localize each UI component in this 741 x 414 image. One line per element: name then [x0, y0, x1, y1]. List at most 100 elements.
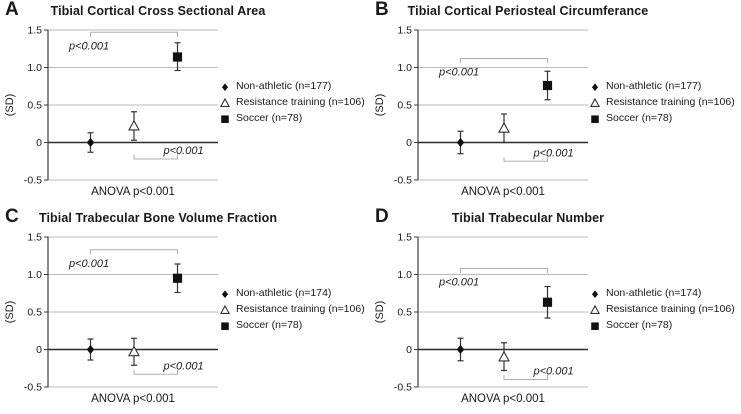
data-point-diamond	[86, 338, 95, 361]
y-tick-label: 0.5	[397, 307, 412, 319]
legend-item: Resistance training (n=106)	[589, 303, 735, 316]
plot-area: 1.5 1.0 0.5 0 -0.5 p<0.001 p<0.001	[24, 232, 218, 394]
triangle-open-marker-icon	[219, 97, 231, 107]
panel-title: Tibial Trabecular Bone Volume Fraction	[38, 211, 278, 225]
triangle-open-icon	[589, 97, 601, 107]
triangle-open-icon	[219, 304, 231, 314]
y-tick-label: 0.5	[27, 307, 42, 319]
data-point-triangle-open	[498, 113, 510, 144]
plot-area: 1.5 1.0 0.5 0 -0.5 p<0.001 p<0.001	[24, 25, 218, 187]
y-tick-label: -0.5	[24, 175, 42, 187]
data-point-square	[542, 285, 553, 319]
y-tick-label: 0.5	[397, 100, 412, 112]
diamond-marker-icon	[221, 82, 229, 91]
y-tick-label: 1.0	[27, 269, 42, 281]
diamond-marker-icon	[591, 82, 599, 91]
square-marker-icon	[542, 297, 553, 307]
significance-bracket	[133, 369, 179, 375]
legend-item: Soccer (n=78)	[219, 319, 365, 332]
data-point-diamond	[456, 130, 465, 155]
significance-bracket	[503, 375, 549, 381]
square-marker-icon	[172, 52, 183, 62]
p-value-label: p<0.001	[533, 366, 574, 378]
legend: Non-athletic (n=174) Resistance training …	[589, 287, 735, 332]
square-marker-icon	[172, 273, 183, 283]
legend-label: Soccer (n=78)	[236, 112, 303, 124]
square-icon	[591, 321, 599, 330]
panel-a: A Tibial Cortical Cross Sectional Area 1…	[0, 0, 370, 207]
significance-bracket	[89, 31, 179, 37]
y-tick-label: 0	[406, 344, 412, 356]
legend-label: Resistance training (n=106)	[236, 96, 365, 108]
panel-letter: A	[5, 0, 19, 20]
significance-bracket	[89, 249, 179, 255]
significance-bracket	[459, 57, 549, 63]
diamond-marker-icon	[86, 137, 95, 148]
legend-item: Non-athletic (n=177)	[589, 80, 735, 93]
triangle-open-marker-icon	[498, 121, 510, 133]
legend-label: Non-athletic (n=177)	[606, 80, 702, 92]
diamond-marker-icon	[86, 344, 95, 355]
significance-bracket	[459, 267, 549, 273]
data-point-square	[542, 70, 553, 101]
triangle-open-marker-icon	[589, 304, 601, 314]
y-tick-label: 0	[36, 344, 42, 356]
legend-label: Soccer (n=78)	[236, 319, 303, 331]
data-point-square	[172, 263, 183, 294]
data-point-square	[172, 42, 183, 72]
diamond-icon	[221, 82, 229, 91]
y-tick-label: 1.5	[397, 25, 412, 37]
y-tick-label: -0.5	[24, 382, 42, 394]
triangle-open-marker-icon	[589, 97, 601, 107]
plot-area: 1.5 1.0 0.5 0 -0.5 p<0.001 p<0.001	[394, 232, 588, 394]
diamond-icon	[221, 289, 229, 298]
legend-item: Soccer (n=78)	[589, 112, 735, 125]
y-tick-label: 0.5	[27, 100, 42, 112]
plot-area: 1.5 1.0 0.5 0 -0.5 p<0.001 p<0.001	[394, 25, 588, 187]
p-value-label: p<0.001	[438, 67, 479, 79]
legend-label: Resistance training (n=106)	[606, 303, 735, 315]
y-tick-label: 1.5	[27, 25, 42, 37]
y-tick-label: 0	[406, 137, 412, 149]
diamond-marker-icon	[591, 289, 599, 298]
legend-label: Soccer (n=78)	[606, 319, 673, 331]
square-marker-icon	[221, 114, 229, 123]
legend-item: Resistance training (n=106)	[589, 96, 735, 109]
triangle-open-icon	[589, 304, 601, 314]
diamond-marker-icon	[456, 137, 465, 148]
p-value-label: p<0.001	[163, 360, 204, 372]
panel-letter: B	[375, 0, 389, 20]
legend-item: Resistance training (n=106)	[219, 303, 365, 316]
square-marker-icon	[591, 321, 599, 330]
panel-title: Tibial Trabecular Number	[451, 211, 605, 225]
y-tick-label: 1.0	[397, 269, 412, 281]
y-tick-label: -0.5	[394, 175, 412, 187]
legend-label: Soccer (n=78)	[606, 112, 673, 124]
panel-c: C Tibial Trabecular Bone Volume Fraction…	[0, 206, 370, 414]
legend-label: Non-athletic (n=174)	[606, 287, 702, 299]
y-tick-label: 0	[36, 137, 42, 149]
legend-label: Non-athletic (n=174)	[236, 287, 332, 299]
legend-item: Non-athletic (n=177)	[219, 80, 365, 93]
legend-label: Resistance training (n=106)	[606, 96, 735, 108]
panel-b: B Tibial Cortical Periosteal Circumferan…	[370, 0, 740, 207]
y-tick-label: -0.5	[394, 382, 412, 394]
data-point-triangle-open	[128, 337, 140, 366]
diamond-marker-icon	[456, 344, 465, 355]
anova-label: ANOVA p<0.001	[91, 393, 175, 405]
y-tick-label: 1.5	[397, 232, 412, 244]
legend: Non-athletic (n=177) Resistance training …	[219, 80, 365, 125]
square-icon	[221, 114, 229, 123]
data-point-triangle-open	[498, 342, 510, 372]
square-marker-icon	[542, 80, 553, 91]
square-icon	[591, 114, 599, 123]
legend-item: Resistance training (n=106)	[219, 96, 365, 109]
data-point-triangle-open	[128, 111, 140, 141]
triangle-open-marker-icon	[128, 119, 140, 131]
legend-item: Soccer (n=78)	[219, 112, 365, 125]
legend: Non-athletic (n=177) Resistance training …	[589, 80, 735, 125]
legend: Non-athletic (n=174) Resistance training …	[219, 287, 365, 332]
panel-d: D Tibial Trabecular Number 1.5 1.0 0.5 0 -0.…	[370, 206, 740, 414]
significance-bracket	[503, 156, 549, 162]
